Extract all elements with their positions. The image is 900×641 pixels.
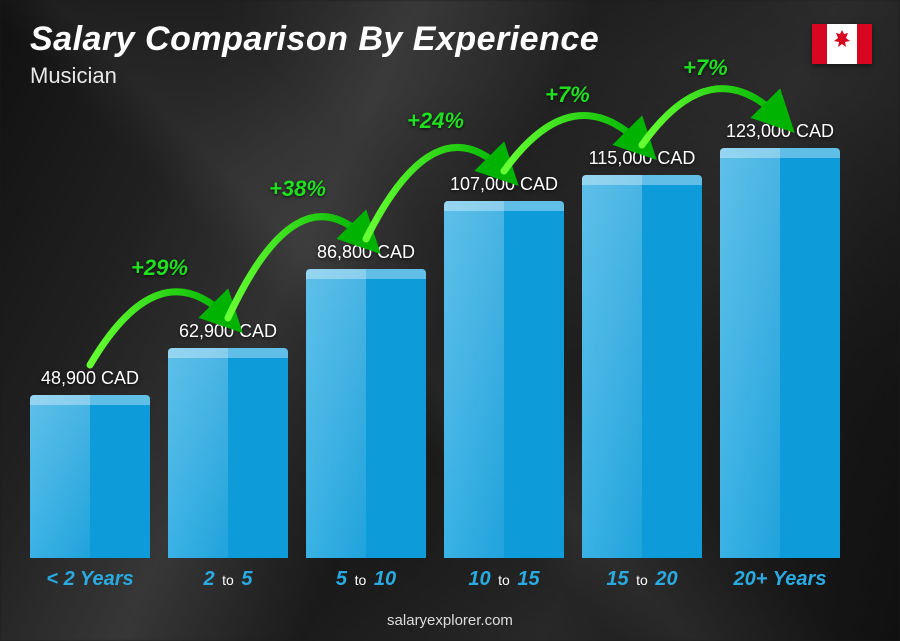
bar [30, 395, 150, 558]
growth-percent-label: +24% [407, 108, 464, 134]
bar-value-label: 86,800 CAD [317, 242, 415, 263]
bar-value-label: 48,900 CAD [41, 368, 139, 389]
bar [444, 201, 564, 558]
bar-value-label: 62,900 CAD [179, 321, 277, 342]
bar [720, 148, 840, 558]
bar-value-label: 107,000 CAD [450, 174, 558, 195]
header: Salary Comparison By Experience Musician [30, 20, 870, 89]
bar [168, 348, 288, 558]
country-flag-canada [812, 24, 872, 64]
salary-bar-chart: 48,900 CAD < 2 Years 62,900 CAD 2 to 5 86,80… [30, 101, 840, 591]
bar-column: 86,800 CAD 5 to 10 [306, 242, 426, 591]
bar-column: 48,900 CAD < 2 Years [30, 368, 150, 591]
growth-arc: +29% [30, 101, 840, 591]
bar-x-label: 20+ Years [734, 568, 827, 591]
growth-arc: +7% [30, 101, 840, 591]
bar [306, 269, 426, 558]
growth-percent-label: +29% [131, 255, 188, 281]
growth-arc: +38% [30, 101, 840, 591]
page-title: Salary Comparison By Experience [30, 20, 870, 59]
growth-arc: +24% [30, 101, 840, 591]
footer-source: salaryexplorer.com [0, 612, 900, 629]
bar-column: 107,000 CAD 10 to 15 [444, 174, 564, 591]
growth-arc: +7% [30, 101, 840, 591]
bar-column: 115,000 CAD 15 to 20 [582, 148, 702, 591]
bar-value-label: 123,000 CAD [726, 121, 834, 142]
bar-column: 62,900 CAD 2 to 5 [168, 321, 288, 591]
bar-x-label: < 2 Years [46, 568, 133, 591]
bar-x-label: 10 to 15 [468, 568, 539, 591]
growth-percent-label: +38% [269, 176, 326, 202]
bar-column: 123,000 CAD 20+ Years [720, 121, 840, 591]
bar-x-label: 5 to 10 [336, 568, 396, 591]
bar-x-label: 15 to 20 [606, 568, 677, 591]
bar-value-label: 115,000 CAD [589, 148, 696, 169]
bar [582, 175, 702, 558]
bar-x-label: 2 to 5 [203, 568, 252, 591]
page-subtitle: Musician [30, 63, 870, 89]
